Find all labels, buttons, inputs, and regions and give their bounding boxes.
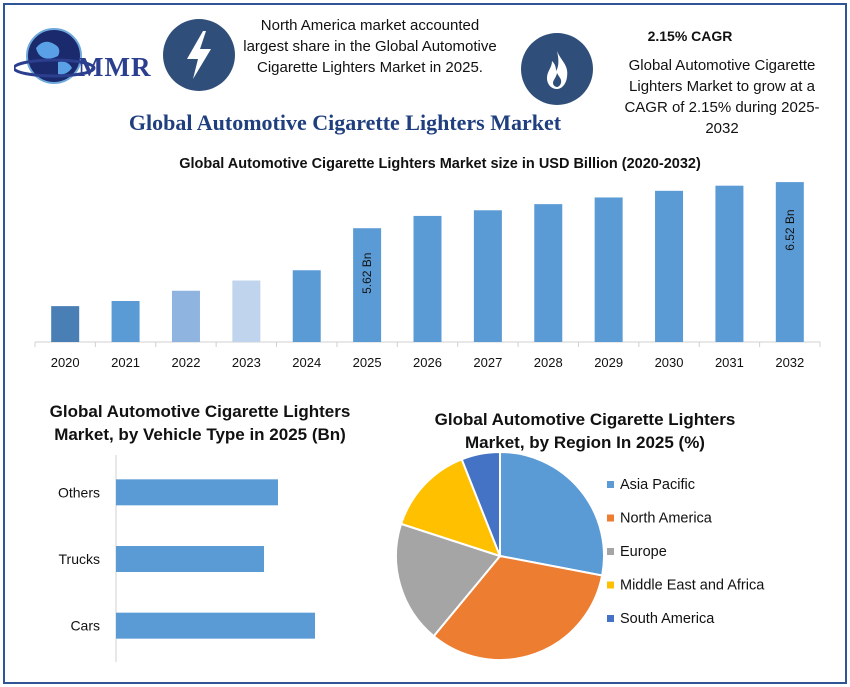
hbar-trucks	[116, 546, 264, 572]
bar-chart: 2020 2021 2022 2023 2024 2025 5.62 Bn 2026 2027 2…	[34, 182, 821, 370]
cagr-title: 2.15% CAGR	[647, 28, 733, 44]
legend-label: North America	[620, 511, 713, 527]
x-tick-label: 2020	[51, 355, 80, 370]
lightning-icon	[163, 19, 235, 91]
left-info-text: North America market accounted largest s…	[243, 17, 497, 76]
x-tick-label: 2029	[594, 355, 623, 370]
x-tick-label: 2026	[413, 355, 442, 370]
bar-data-label: 6.52 Bn	[783, 209, 797, 250]
x-tick-label: 2027	[473, 355, 502, 370]
bar-2022	[171, 290, 200, 342]
x-tick-label: 2022	[172, 355, 201, 370]
pie-slice-south-america	[460, 450, 501, 557]
flame-icon	[521, 33, 593, 105]
bar-2030	[655, 190, 684, 342]
vehicle-chart-title-line-1: Global Automotive Cigarette Lighters	[49, 402, 351, 421]
bar-2025	[353, 228, 382, 342]
legend-swatch	[607, 481, 614, 488]
legend-swatch	[607, 514, 614, 522]
hbar-others	[116, 479, 278, 506]
x-tick-label: 2032	[775, 355, 804, 370]
region-pie-chart: Asia Pacific North America Europe Middle Ea…	[395, 450, 765, 661]
bar-2031	[715, 185, 744, 342]
bar-2021	[111, 301, 140, 342]
bar-data-label: 5.62 Bn	[360, 253, 374, 294]
legend-label: South America	[620, 611, 715, 627]
logo-text: MMR	[78, 52, 152, 82]
region-chart-title: Global Automotive Cigarette Lighters Mar…	[410, 408, 760, 454]
legend-label: Asia Pacific	[620, 477, 695, 493]
region-chart-title-line-2: Market, by Region In 2025 (%)	[465, 433, 705, 452]
region-chart-title-line-1: Global Automotive Cigarette Lighters	[434, 410, 736, 429]
pie-slice-asia-pacific	[499, 450, 605, 577]
legend-swatch	[607, 548, 614, 555]
x-tick-label: 2023	[232, 355, 261, 370]
legend-label: Europe	[620, 544, 667, 560]
x-tick-label: 2028	[534, 355, 563, 370]
x-tick-label: 2030	[655, 355, 684, 370]
bar-2026	[413, 215, 442, 342]
infographic-frame	[3, 3, 847, 684]
bar-2032	[775, 182, 804, 342]
mmr-globe-logo-icon	[14, 28, 96, 84]
y-tick-label: Trucks	[59, 551, 100, 567]
bar-2029	[594, 197, 623, 342]
right-info-text: Global Automotive Cigarette Lighters Mar…	[624, 57, 820, 137]
pie-slice-europe	[395, 522, 502, 638]
bar-2028	[534, 204, 563, 342]
y-tick-label: Others	[58, 484, 100, 500]
vehicle-chart-title: Global Automotive Cigarette Lighters Mar…	[30, 400, 370, 446]
main-title: Global Automotive Cigarette Lighters Mar…	[128, 110, 562, 135]
vehicle-chart-title-line-2: Market, by Vehicle Type in 2025 (Bn)	[54, 425, 346, 444]
x-tick-label: 2021	[111, 355, 140, 370]
legend-swatch	[607, 615, 614, 622]
x-tick-label: 2025	[353, 355, 382, 370]
legend-label: Middle East and Africa	[620, 578, 765, 594]
x-tick-label: 2024	[292, 355, 321, 370]
bar-chart-title: Global Automotive Cigarette Lighters Mar…	[179, 156, 701, 172]
vehicle-type-chart: Others Trucks Cars	[58, 455, 315, 662]
legend-swatch	[607, 581, 614, 589]
pie-slice-north-america	[432, 554, 604, 661]
bar-2027	[473, 210, 502, 342]
bar-2023	[232, 280, 261, 342]
y-tick-label: Cars	[70, 618, 100, 634]
x-tick-label: 2031	[715, 355, 744, 370]
bar-2020	[51, 306, 80, 342]
hbar-cars	[116, 612, 315, 639]
bar-2024	[292, 270, 321, 342]
pie-slice-middle-east-and-africa	[399, 458, 502, 558]
